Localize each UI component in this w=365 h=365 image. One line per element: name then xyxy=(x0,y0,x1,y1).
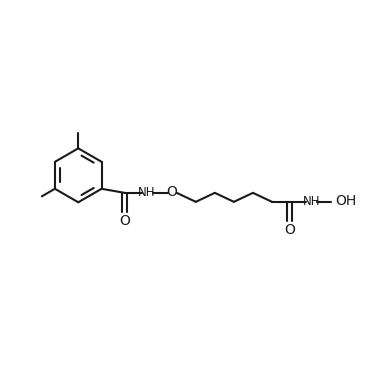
Text: NH: NH xyxy=(138,186,155,199)
Text: OH: OH xyxy=(335,195,356,208)
Text: O: O xyxy=(167,185,177,200)
Text: O: O xyxy=(119,214,130,228)
Text: O: O xyxy=(284,223,295,237)
Text: NH: NH xyxy=(303,195,320,208)
